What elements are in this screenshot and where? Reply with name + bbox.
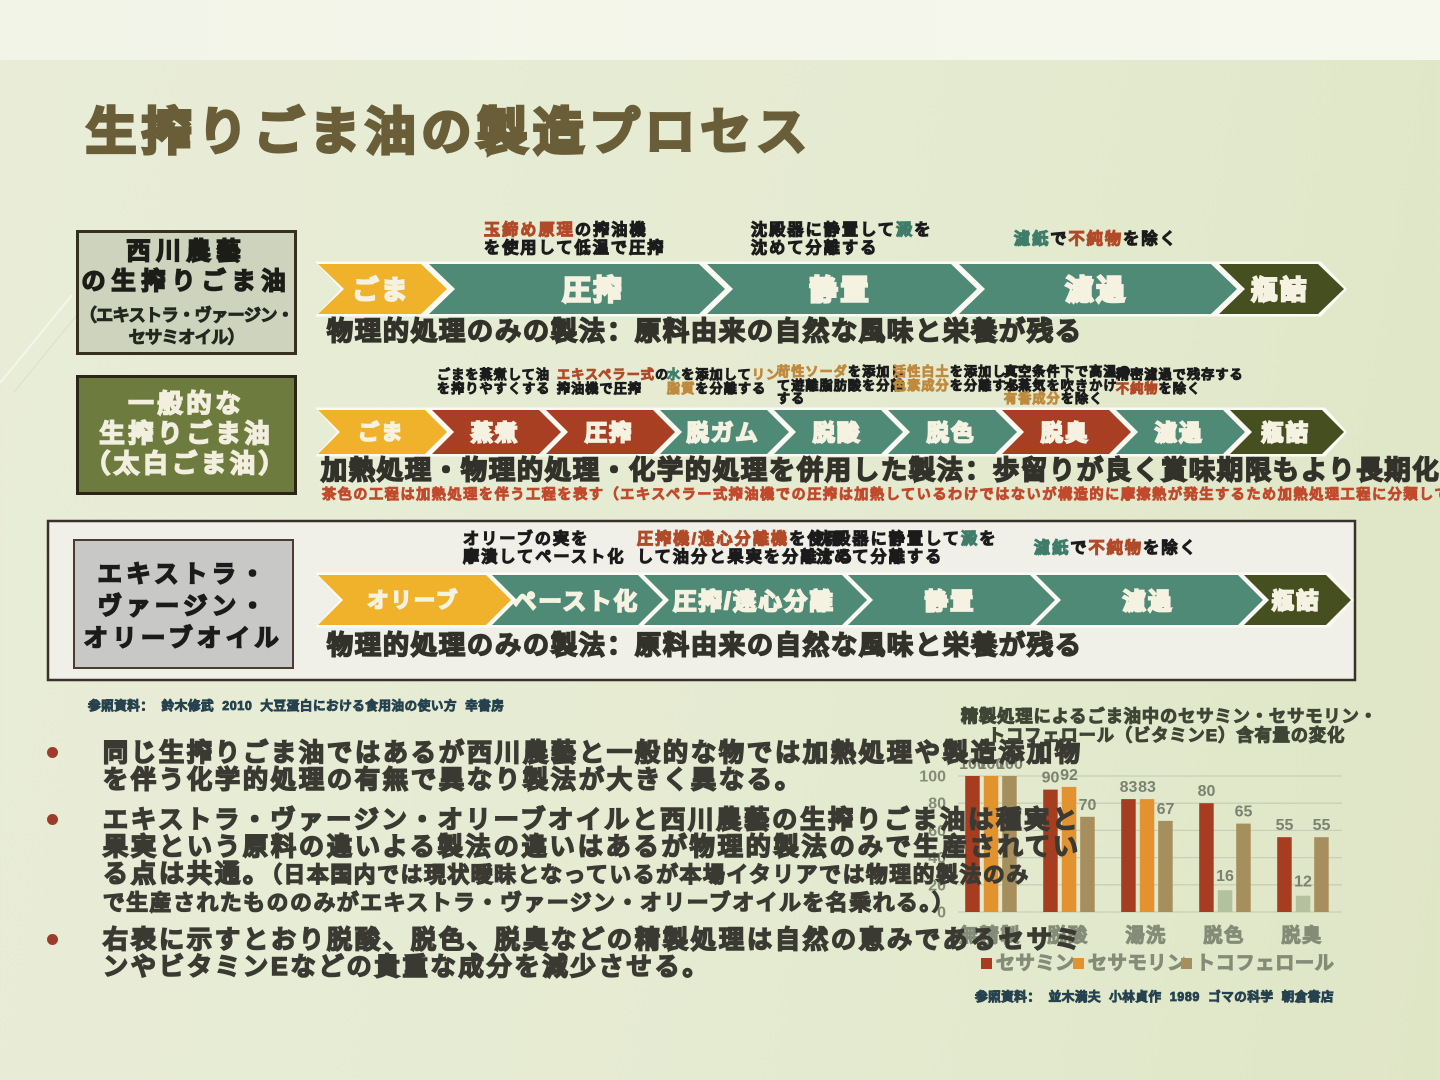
svg-text:静置: 静置 — [809, 275, 871, 306]
svg-text:濾過: 濾過 — [1155, 421, 1204, 446]
svg-text:12: 12 — [1294, 874, 1312, 891]
svg-text:セサミン: セサミン — [996, 953, 1075, 974]
svg-text:16: 16 — [1216, 868, 1234, 885]
svg-text:脱酸: 脱酸 — [813, 421, 862, 446]
svg-text:瓶詰: 瓶詰 — [1272, 589, 1321, 614]
svg-text:20: 20 — [928, 877, 946, 894]
svg-text:92: 92 — [1060, 767, 1078, 784]
svg-text:脱酸: 脱酸 — [1047, 924, 1088, 947]
svg-text:70: 70 — [1079, 797, 1097, 814]
svg-text:瓶詰: 瓶詰 — [1261, 421, 1310, 446]
svg-text:脱臭: 脱臭 — [1041, 421, 1090, 446]
svg-text:瓶詰: 瓶詰 — [1251, 275, 1309, 305]
svg-text:67: 67 — [1157, 801, 1175, 818]
svg-text:静置: 静置 — [925, 588, 976, 614]
svg-text:濾過: 濾過 — [1123, 588, 1174, 614]
svg-text:100: 100 — [996, 756, 1023, 773]
svg-text:0: 0 — [937, 905, 946, 922]
svg-text:ペースト化: ペースト化 — [513, 588, 639, 614]
svg-text:ごま: ごま — [352, 275, 410, 305]
svg-text:脱色: 脱色 — [1203, 924, 1244, 947]
svg-text:40: 40 — [928, 850, 946, 867]
svg-text:65: 65 — [1235, 804, 1253, 821]
svg-text:蒸煮: 蒸煮 — [471, 421, 520, 446]
svg-text:80: 80 — [1198, 783, 1216, 800]
svg-text:脱ガム: 脱ガム — [687, 421, 760, 446]
svg-text:100: 100 — [959, 756, 986, 773]
svg-text:90: 90 — [1042, 770, 1060, 787]
svg-text:ごま: ごま — [358, 421, 405, 445]
svg-text:濾過: 濾過 — [1065, 275, 1127, 306]
svg-text:圧搾/遠心分離: 圧搾/遠心分離 — [673, 588, 835, 614]
svg-text:55: 55 — [1313, 817, 1331, 834]
svg-text:オリーブ: オリーブ — [367, 589, 459, 613]
svg-text:83: 83 — [1120, 779, 1138, 796]
svg-text:60: 60 — [928, 823, 946, 840]
svg-text:トコフェロール: トコフェロール — [1196, 953, 1335, 974]
svg-text:脱色: 脱色 — [927, 421, 976, 446]
svg-text:圧搾: 圧搾 — [562, 274, 624, 306]
svg-text:圧搾: 圧搾 — [585, 421, 634, 446]
svg-text:80: 80 — [928, 796, 946, 813]
svg-text:83: 83 — [1138, 779, 1156, 796]
svg-text:無精製: 無精製 — [959, 924, 1021, 947]
svg-text:セサモリン: セサモリン — [1088, 953, 1187, 974]
svg-text:脱臭: 脱臭 — [1281, 924, 1322, 947]
svg-text:100: 100 — [919, 769, 946, 786]
svg-text:55: 55 — [1276, 817, 1294, 834]
svg-text:湯洗: 湯洗 — [1125, 924, 1166, 947]
svg-text:100: 100 — [978, 756, 1005, 773]
